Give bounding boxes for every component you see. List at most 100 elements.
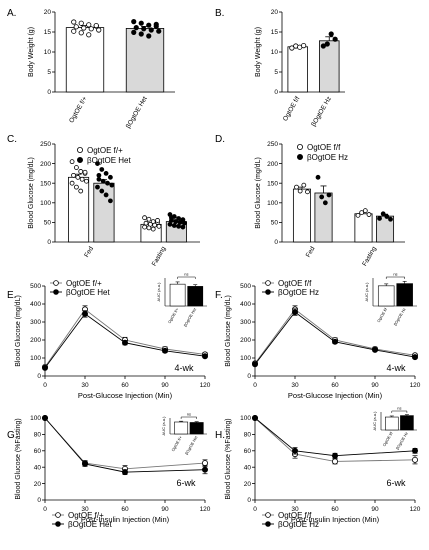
panel-a-data-point	[78, 30, 84, 36]
panel-g-inset-bar	[189, 422, 204, 435]
panel-a-data-point	[71, 19, 77, 25]
panel-e-data-point	[201, 353, 208, 360]
panel-g-y-tick-label: 60	[34, 448, 42, 455]
panel-g-x-tick-label: 90	[161, 506, 169, 513]
panel-e-data-point	[82, 310, 89, 317]
panel-f-inset-ylabel: AUC (a.u.)	[364, 282, 369, 302]
panel-g-inset-bar	[174, 421, 189, 435]
panel-h-xlabel: Post-Insulin Injection (Min)	[291, 515, 380, 524]
panel-e-inset-bar	[187, 286, 204, 307]
panel-c-data-point	[105, 180, 110, 186]
panel-f-legend-label: OgtOE f/f	[278, 279, 312, 288]
panel-a-bar	[65, 27, 105, 93]
panel-g-legend-label: βOgtOE Het	[68, 520, 113, 529]
panel-c-data-point	[181, 220, 187, 226]
panel-h-inset-bar	[385, 416, 399, 431]
panel-d-data-point	[322, 200, 328, 206]
panel-f: F. 0 100 200 300 400 500 Blood Glucose (mg/dL) 0…	[215, 272, 421, 401]
panel-c-data-point	[173, 219, 179, 225]
panel-c: C. 0 50 100 150 200 250 Blood Glucose (mg/dL) Fe…	[7, 134, 200, 267]
panel-g-y-tick-label: 20	[34, 481, 42, 488]
panel-h-y-tick-label: 20	[244, 481, 252, 488]
panel-b-data-point	[320, 43, 326, 49]
panel-f-data-point	[371, 346, 378, 353]
panel-b-data-point	[332, 36, 338, 42]
panel-e-y-tick-label: 400	[30, 301, 41, 308]
panel-e-inset-annotation: ns	[184, 272, 188, 277]
panel-e-annotation: 4-wk	[174, 363, 194, 373]
panel-c-data-point	[74, 184, 79, 190]
panel-a-data-point	[131, 29, 137, 36]
panel-c-data-point	[99, 188, 105, 194]
panel-g-annotation: 6-wk	[176, 478, 196, 488]
panel-a-bar	[125, 27, 165, 93]
panel-b-y-tick-label: 5	[274, 69, 278, 76]
panel-g-y-tick-label: 80	[34, 432, 42, 439]
panel-d-data-point	[297, 188, 303, 194]
panel-e-x-tick-label: 60	[121, 382, 129, 389]
panel-g-ylabel: Blood Glucose (%Fasting)	[15, 418, 22, 499]
panel-f-label: F.	[215, 290, 223, 301]
panel-h-data-point	[411, 447, 418, 454]
panel-f-y-tick-label: 0	[247, 373, 251, 380]
panel-h-y-tick-label: 80	[244, 432, 252, 439]
panel-c-data-point	[95, 184, 100, 190]
panel-b-data-point	[301, 42, 307, 49]
panel-b-bar	[287, 46, 308, 93]
panel-c-data-point	[96, 172, 102, 178]
panel-f-legend-marker	[265, 280, 271, 286]
panel-h-y-tick-label: 40	[244, 464, 252, 471]
panel-h-label: H.	[215, 430, 225, 441]
panel-f-y-tick-label: 300	[240, 319, 251, 326]
panel-d-data-point	[319, 194, 325, 200]
panel-h-data-point	[411, 456, 418, 463]
panel-a-y-tick-label: 0	[47, 89, 51, 96]
panel-a-y-tick-label: 15	[44, 29, 52, 36]
panel-g-y-tick-label: 100	[30, 415, 41, 422]
panel-c-data-point	[167, 221, 173, 227]
panel-g-legend-marker	[55, 521, 61, 527]
panel-f-legend-marker	[265, 289, 271, 295]
panel-e-y-tick-label: 100	[30, 355, 41, 362]
panel-a-data-point	[138, 20, 144, 26]
panel-d-data-point	[384, 214, 390, 219]
panel-f-x-tick-label: 30	[291, 382, 299, 389]
panel-d-y-tick-label: 200	[267, 161, 278, 168]
panel-c-legend-label: OgtOE f/+	[87, 146, 123, 155]
panel-a-data-point	[86, 22, 92, 28]
panel-c-data-point	[103, 170, 109, 176]
panel-h-series-line	[254, 417, 416, 457]
panel-c-data-point	[143, 220, 149, 226]
panel-h-inset-ylabel: AUC (a.u.)	[372, 411, 377, 431]
panel-c-data-point	[176, 223, 181, 229]
panel-h: H. 0 20 40 60 80 100 Blood Glucose (%Fasting) 0 3…	[215, 406, 421, 530]
panel-g-inset-ylabel: AUC (a.u.)	[161, 416, 166, 436]
panel-a-data-point	[131, 18, 137, 25]
panel-e-inset-x-tick-label: OgtOE f/+	[168, 307, 180, 324]
panel-e-x-tick-label: 0	[43, 382, 47, 389]
panel-g-inset-x-tick-label: OgtOE f/+	[171, 435, 183, 452]
panel-d-data-point	[377, 216, 382, 221]
panel-g-inset: AUC (a.u.) OgtOE f/+ βOgtOE Het ns	[161, 412, 207, 456]
panel-a-data-point	[81, 25, 87, 31]
panel-c-label: C.	[7, 134, 17, 145]
panel-a-data-point	[138, 31, 144, 37]
panel-b-data-point	[328, 31, 334, 37]
panel-c-data-point	[82, 169, 88, 175]
panel-e-x-tick-label: 30	[81, 382, 89, 389]
panel-b-bar	[319, 40, 340, 93]
panel-b-x-tick-label: OgtOE f/f	[282, 95, 302, 122]
panel-e-inset-bar	[169, 283, 186, 307]
panel-g-y-tick-label: 0	[37, 497, 41, 504]
panel-e-y-tick-label: 300	[30, 319, 41, 326]
panel-a-y-tick-label: 20	[44, 9, 52, 16]
panel-d-y-tick-label: 100	[267, 200, 278, 207]
panel-e-inset-x-tick-label: βOgtOE Het	[183, 307, 197, 328]
panel-c-data-point	[99, 167, 105, 172]
panel-g-y-tick-label: 40	[34, 464, 42, 471]
panel-g-inset-x-tick-label: βOgtOE Het	[185, 435, 199, 456]
panel-f-ylabel: Blood Glucose (mg/dL)	[225, 295, 232, 367]
panel-h-inset-bracket	[391, 410, 408, 413]
panel-d-data-point	[366, 212, 372, 217]
